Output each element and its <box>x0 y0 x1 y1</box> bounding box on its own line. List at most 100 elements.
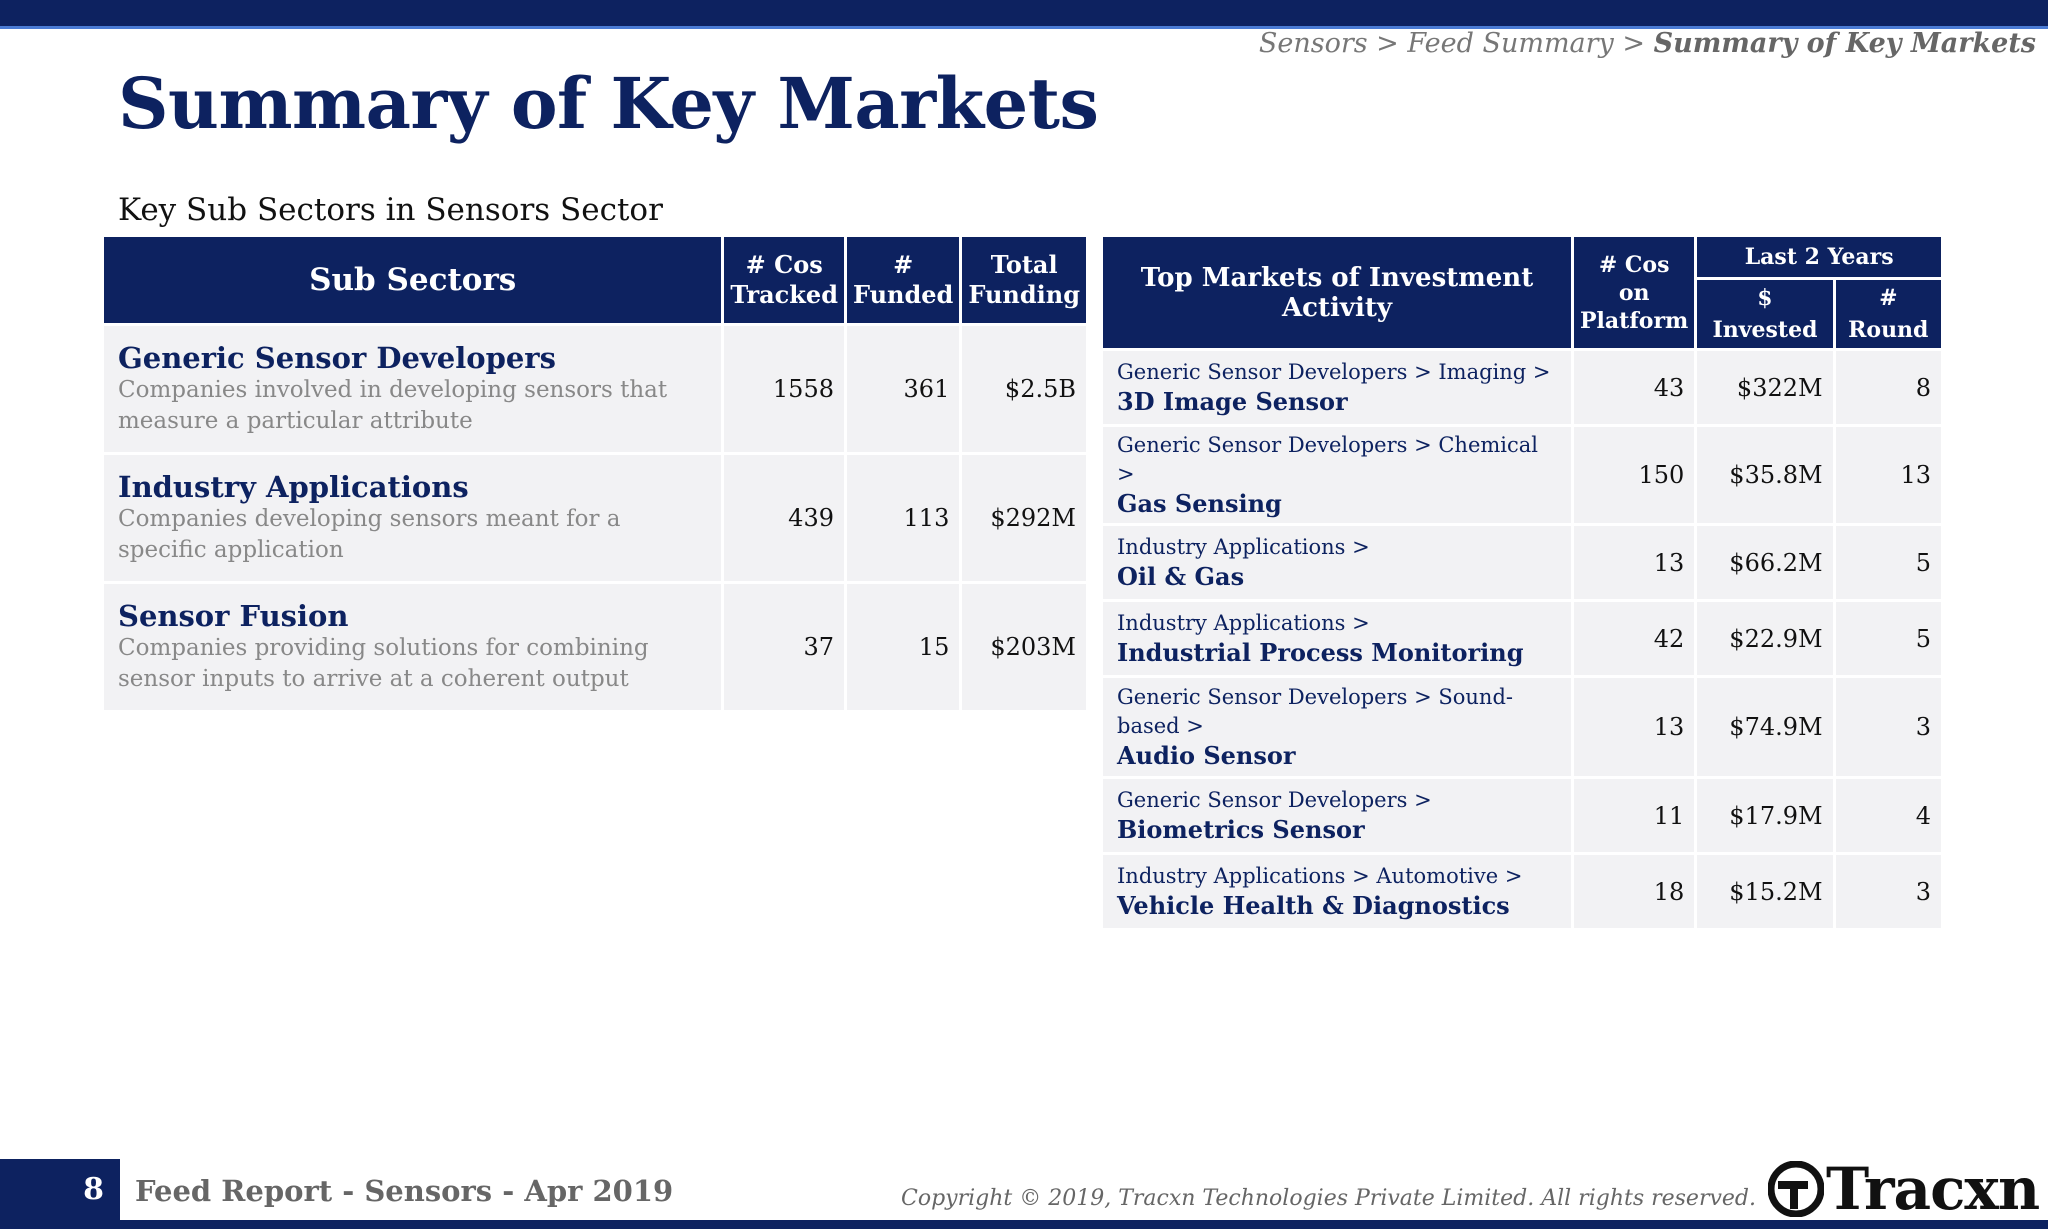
market-cell: Industry Applications > Automotive > Veh… <box>1103 855 1571 928</box>
cos-on-platform-value: 43 <box>1574 351 1695 424</box>
round-value: 8 <box>1835 351 1941 424</box>
sector-cell: Generic Sensor Developers Companies invo… <box>104 326 722 452</box>
invested-value: $22.9M <box>1697 602 1833 675</box>
header-top-markets: Top Markets of Investment Activity <box>1103 237 1571 348</box>
top-markets-subheader-row: $ Invested # Round <box>1103 280 1941 348</box>
market-path: Industry Applications > Automotive > <box>1117 864 1523 888</box>
market-name: Audio Sensor <box>1117 741 1296 770</box>
round-value: 5 <box>1835 602 1941 675</box>
cos-on-platform-value: 18 <box>1574 855 1695 928</box>
market-path: Generic Sensor Developers > Imaging > <box>1117 360 1551 384</box>
round-value: 4 <box>1835 779 1941 852</box>
table-row: Industry Applications > Automotive > Veh… <box>1103 855 1941 928</box>
sub-sectors-table: Sub Sectors # Cos Tracked # Funded Total Fu… <box>101 234 1089 713</box>
invested-value: $15.2M <box>1697 855 1833 928</box>
sector-cell: Industry Applications Companies developi… <box>104 455 722 581</box>
table-row: Generic Sensor Developers > Imaging > 3D… <box>1103 351 1941 424</box>
invested-value: $74.9M <box>1697 678 1833 776</box>
funded-value: 113 <box>846 455 960 581</box>
market-path: Generic Sensor Developers > Chemical > <box>1117 433 1539 486</box>
market-path: Generic Sensor Developers > <box>1117 788 1432 812</box>
sector-description: Companies providing solutions for combin… <box>118 635 649 692</box>
sector-cell: Sensor Fusion Companies providing soluti… <box>104 584 722 710</box>
table-row: Generic Sensor Developers > Sound-based … <box>1103 678 1941 776</box>
header-total-funding-line2: Funding <box>968 280 1080 309</box>
header-cos-tracked: # Cos Tracked <box>724 237 844 323</box>
invested-value: $322M <box>1697 351 1833 424</box>
sector-description: Companies involved in developing sensors… <box>118 377 668 434</box>
breadcrumb-current: Summary of Key Markets <box>1653 28 2036 59</box>
header-cos-on-platform: # Cos on Platform <box>1574 237 1695 348</box>
cos-on-platform-value: 13 <box>1574 526 1695 599</box>
market-name: Gas Sensing <box>1117 489 1282 518</box>
top-markets-header-row: Top Markets of Investment Activity # Cos… <box>1103 237 1941 348</box>
round-value: 3 <box>1835 678 1941 776</box>
sector-name: Industry Applications <box>118 470 469 504</box>
tracxn-logo: Tracxn <box>1768 1155 2040 1223</box>
market-cell: Generic Sensor Developers > Biometrics S… <box>1103 779 1571 852</box>
header-total-funding-line1: Total <box>990 250 1058 279</box>
market-name: Biometrics Sensor <box>1117 815 1365 844</box>
header-cos-tracked-line1: # Cos <box>745 250 823 279</box>
tracxn-logo-icon <box>1768 1161 1824 1217</box>
table-row: Industry Applications > Industrial Proce… <box>1103 602 1941 675</box>
cos-tracked-value: 37 <box>724 584 844 710</box>
invested-value: $35.8M <box>1697 427 1833 523</box>
total-funding-value: $2.5B <box>962 326 1086 452</box>
page-number: 8 <box>0 1159 120 1229</box>
market-name: Oil & Gas <box>1117 562 1245 591</box>
sector-name: Generic Sensor Developers <box>118 341 556 375</box>
round-value: 3 <box>1835 855 1941 928</box>
cos-tracked-value: 439 <box>724 455 844 581</box>
total-funding-value: $292M <box>962 455 1086 581</box>
market-path: Industry Applications > <box>1117 535 1370 559</box>
market-path: Generic Sensor Developers > Sound-based … <box>1117 685 1513 738</box>
top-markets-table: Top Markets of Investment Activity # Cos… <box>1100 234 1944 931</box>
cos-on-platform-value: 150 <box>1574 427 1695 523</box>
market-cell: Industry Applications > Oil & Gas <box>1103 526 1571 599</box>
cos-on-platform-value: 11 <box>1574 779 1695 852</box>
copyright-notice: Copyright © 2019, Tracxn Technologies Pr… <box>901 1186 1756 1211</box>
market-name: Industrial Process Monitoring <box>1117 638 1524 667</box>
market-name: Vehicle Health & Diagnostics <box>1117 891 1510 920</box>
top-bar-accent-line <box>0 26 2048 29</box>
header-cos-tracked-line2: Tracked <box>730 280 838 309</box>
table-row: Generic Sensor Developers > Biometrics S… <box>1103 779 1941 852</box>
market-cell: Generic Sensor Developers > Chemical > G… <box>1103 427 1571 523</box>
breadcrumb-path: Sensors > Feed Summary > <box>1258 28 1654 59</box>
header-round: # Round <box>1835 280 1941 348</box>
header-funded: # Funded <box>846 237 960 323</box>
header-funded-line2: Funded <box>852 280 954 309</box>
header-invested: $ Invested <box>1697 280 1833 348</box>
tracxn-logo-text: Tracxn <box>1826 1155 2040 1223</box>
table-row: Generic Sensor Developers Companies invo… <box>104 326 1086 452</box>
section-subtitle: Key Sub Sectors in Sensors Sector <box>118 192 663 228</box>
table-row: Industry Applications Companies developi… <box>104 455 1086 581</box>
total-funding-value: $203M <box>962 584 1086 710</box>
invested-value: $66.2M <box>1697 526 1833 599</box>
market-cell: Industry Applications > Industrial Proce… <box>1103 602 1571 675</box>
invested-value: $17.9M <box>1697 779 1833 852</box>
header-sub-sectors: Sub Sectors <box>104 237 722 323</box>
header-total-funding: Total Funding <box>962 237 1086 323</box>
funded-value: 361 <box>846 326 960 452</box>
round-value: 5 <box>1835 526 1941 599</box>
header-last-2-years: Last 2 Years <box>1697 237 1941 277</box>
round-value: 13 <box>1835 427 1941 523</box>
market-path: Industry Applications > <box>1117 611 1370 635</box>
sector-description: Companies developing sensors meant for a… <box>118 506 621 563</box>
page-title: Summary of Key Markets <box>118 62 1099 145</box>
funded-value: 15 <box>846 584 960 710</box>
sub-sectors-header-row: Sub Sectors # Cos Tracked # Funded Total Fu… <box>104 237 1086 323</box>
market-cell: Generic Sensor Developers > Sound-based … <box>1103 678 1571 776</box>
market-name: 3D Image Sensor <box>1117 387 1348 416</box>
table-row: Generic Sensor Developers > Chemical > G… <box>1103 427 1941 523</box>
table-row: Industry Applications > Oil & Gas 13 $66… <box>1103 526 1941 599</box>
table-row: Sensor Fusion Companies providing soluti… <box>104 584 1086 710</box>
header-funded-line1: # <box>893 250 914 279</box>
cos-on-platform-value: 13 <box>1574 678 1695 776</box>
footer-bar <box>0 1220 2048 1229</box>
footer-report-label: Feed Report - Sensors - Apr 2019 <box>135 1174 674 1208</box>
header-cos-line1: # Cos on <box>1598 251 1670 306</box>
top-bar <box>0 0 2048 26</box>
